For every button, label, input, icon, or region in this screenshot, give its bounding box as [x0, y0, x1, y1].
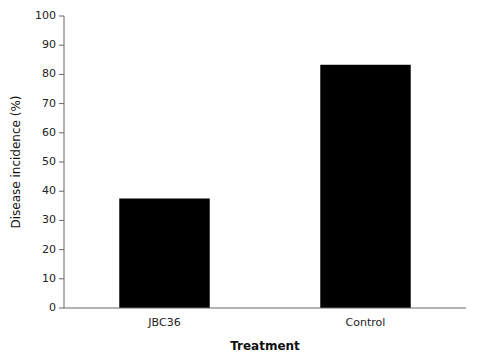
chart: 0 10 20 30 40 50 60 70 80 90 100 JBC36 Control Treatm… [0, 0, 482, 362]
bars [119, 65, 410, 308]
y-tick [59, 220, 64, 221]
y-tick [59, 162, 64, 163]
y-tick-label: 40 [42, 184, 56, 197]
y-tick [59, 16, 64, 17]
y-tick [59, 45, 64, 46]
y-tick [59, 132, 64, 133]
y-tick-label: 50 [42, 155, 56, 168]
y-tick [59, 103, 64, 104]
y-tick-label: 20 [42, 243, 56, 256]
y-tick-label: 70 [42, 97, 56, 110]
chart-container: 0 10 20 30 40 50 60 70 80 90 100 JBC36 Control Treatm… [0, 0, 482, 362]
axes: 0 10 20 30 40 50 60 70 80 90 100 JBC36 Control [35, 9, 466, 329]
y-tick-label: 90 [42, 38, 56, 51]
y-tick-label: 60 [42, 126, 56, 139]
bar [320, 65, 410, 308]
y-tick [59, 278, 64, 279]
x-tick-label: JBC36 [147, 316, 180, 329]
x-axis-line [64, 308, 466, 309]
y-tick-label: 30 [42, 213, 56, 226]
y-axis-label: Disease incidence (%) [9, 95, 23, 228]
y-tick [59, 191, 64, 192]
y-tick-label: 0 [49, 301, 56, 314]
y-tick [59, 249, 64, 250]
x-tick-label: Control [346, 316, 386, 329]
y-tick [59, 308, 64, 309]
x-axis-label: Treatment [230, 339, 300, 353]
y-tick [59, 74, 64, 75]
y-tick-label: 10 [42, 272, 56, 285]
y-tick-label: 100 [35, 9, 56, 22]
y-tick-label: 80 [42, 67, 56, 80]
bar [119, 199, 209, 309]
